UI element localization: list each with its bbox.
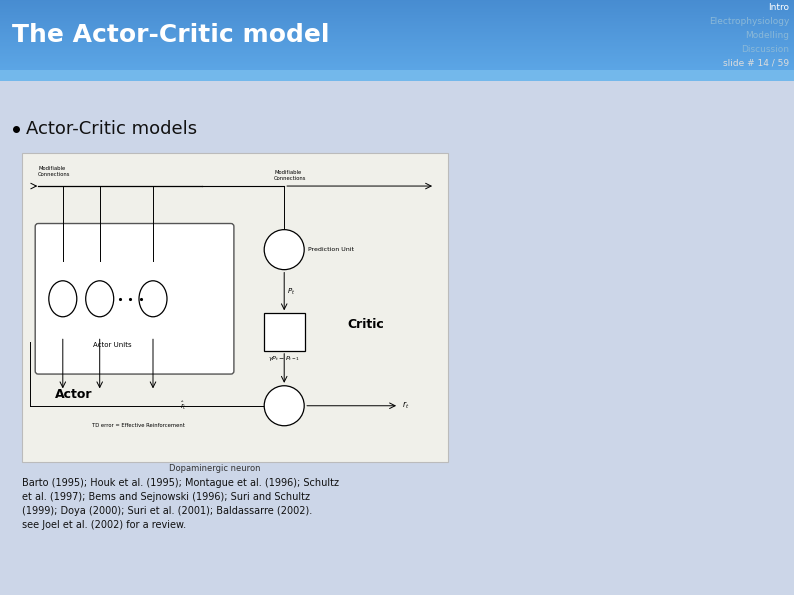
- Bar: [0, 51, 794, 52]
- Bar: [264, 313, 305, 351]
- Text: Critic: Critic: [348, 318, 384, 331]
- Bar: [0, 24, 794, 26]
- Bar: [0, 18, 794, 20]
- Bar: [0, 62, 794, 63]
- Text: Prediction Unit: Prediction Unit: [308, 247, 354, 252]
- Text: see Joel et al. (2002) for a review.: see Joel et al. (2002) for a review.: [22, 520, 186, 530]
- Text: Modifiable
Connections: Modifiable Connections: [38, 166, 71, 177]
- Bar: [0, 70, 794, 81]
- Bar: [0, 5, 794, 6]
- Bar: [0, 54, 794, 55]
- Bar: [0, 65, 794, 67]
- Bar: [0, 4, 794, 5]
- Bar: [0, 12, 794, 13]
- Bar: [0, 0, 794, 1]
- Text: Dopaminergic neuron: Dopaminergic neuron: [169, 464, 260, 472]
- Text: TD error = Effective Reinforcement: TD error = Effective Reinforcement: [91, 424, 184, 428]
- Ellipse shape: [48, 281, 77, 317]
- Text: et al. (1997); Bems and Sejnowski (1996); Suri and Schultz: et al. (1997); Bems and Sejnowski (1996)…: [22, 492, 310, 502]
- Bar: [0, 69, 794, 70]
- Bar: [0, 14, 794, 15]
- Bar: [0, 37, 794, 39]
- Text: Actor: Actor: [55, 388, 92, 400]
- Bar: [0, 49, 794, 51]
- Bar: [0, 6, 794, 7]
- Text: $P_t$: $P_t$: [287, 286, 295, 296]
- Bar: [0, 2, 794, 4]
- Bar: [0, 8, 794, 10]
- Bar: [0, 29, 794, 30]
- Bar: [0, 63, 794, 64]
- Bar: [0, 34, 794, 35]
- Ellipse shape: [264, 230, 304, 270]
- Bar: [0, 40, 794, 41]
- Text: Electrophysiology: Electrophysiology: [708, 17, 789, 26]
- FancyBboxPatch shape: [35, 224, 234, 374]
- Bar: [0, 48, 794, 49]
- Bar: [0, 15, 794, 17]
- Bar: [0, 7, 794, 8]
- Bar: [0, 60, 794, 61]
- Bar: [0, 17, 794, 18]
- Bar: [0, 45, 794, 46]
- Text: $\gamma P_t - P_{t-1}$: $\gamma P_t - P_{t-1}$: [268, 354, 300, 363]
- Bar: [0, 28, 794, 29]
- Bar: [0, 68, 794, 69]
- Bar: [0, 26, 794, 27]
- Text: Actor-Critic models: Actor-Critic models: [26, 120, 197, 138]
- Text: Discussion: Discussion: [741, 45, 789, 54]
- Bar: [0, 46, 794, 47]
- Text: Intro: Intro: [768, 2, 789, 11]
- Bar: [0, 55, 794, 56]
- Bar: [0, 32, 794, 33]
- Text: Modifiable
Connections: Modifiable Connections: [274, 170, 306, 181]
- Bar: [0, 30, 794, 32]
- Bar: [0, 41, 794, 42]
- Bar: [0, 35, 794, 36]
- Bar: [0, 39, 794, 40]
- Bar: [0, 57, 794, 58]
- Bar: [0, 43, 794, 45]
- Bar: [0, 1, 794, 2]
- Bar: [0, 23, 794, 24]
- Text: $r_t$: $r_t$: [402, 400, 410, 412]
- Bar: [0, 20, 794, 21]
- Text: The Actor-Critic model: The Actor-Critic model: [12, 23, 330, 47]
- Text: (1999); Doya (2000); Suri et al. (2001); Baldassarre (2002).: (1999); Doya (2000); Suri et al. (2001);…: [22, 506, 312, 516]
- Bar: [0, 11, 794, 12]
- Text: Barto (1995); Houk et al. (1995); Montague et al. (1996); Schultz: Barto (1995); Houk et al. (1995); Montag…: [22, 478, 339, 488]
- Text: Modelling: Modelling: [745, 30, 789, 40]
- Text: Actor Units: Actor Units: [93, 342, 131, 348]
- Bar: [0, 21, 794, 22]
- Bar: [0, 64, 794, 65]
- Bar: [0, 36, 794, 37]
- Bar: [0, 13, 794, 14]
- Bar: [0, 67, 794, 68]
- Bar: [0, 58, 794, 60]
- Bar: [0, 22, 794, 23]
- Bar: [0, 52, 794, 53]
- Text: $\hat{r}_t$: $\hat{r}_t$: [180, 399, 187, 412]
- Ellipse shape: [264, 386, 304, 426]
- Text: slide # 14 / 59: slide # 14 / 59: [723, 59, 789, 68]
- Bar: [0, 53, 794, 54]
- Bar: [0, 42, 794, 43]
- Bar: [0, 27, 794, 28]
- Bar: [0, 81, 794, 595]
- Bar: [0, 47, 794, 48]
- Ellipse shape: [86, 281, 114, 317]
- Bar: [0, 10, 794, 11]
- Ellipse shape: [139, 281, 167, 317]
- Bar: [22, 153, 448, 462]
- Bar: [0, 33, 794, 34]
- Bar: [0, 61, 794, 62]
- Bar: [0, 56, 794, 57]
